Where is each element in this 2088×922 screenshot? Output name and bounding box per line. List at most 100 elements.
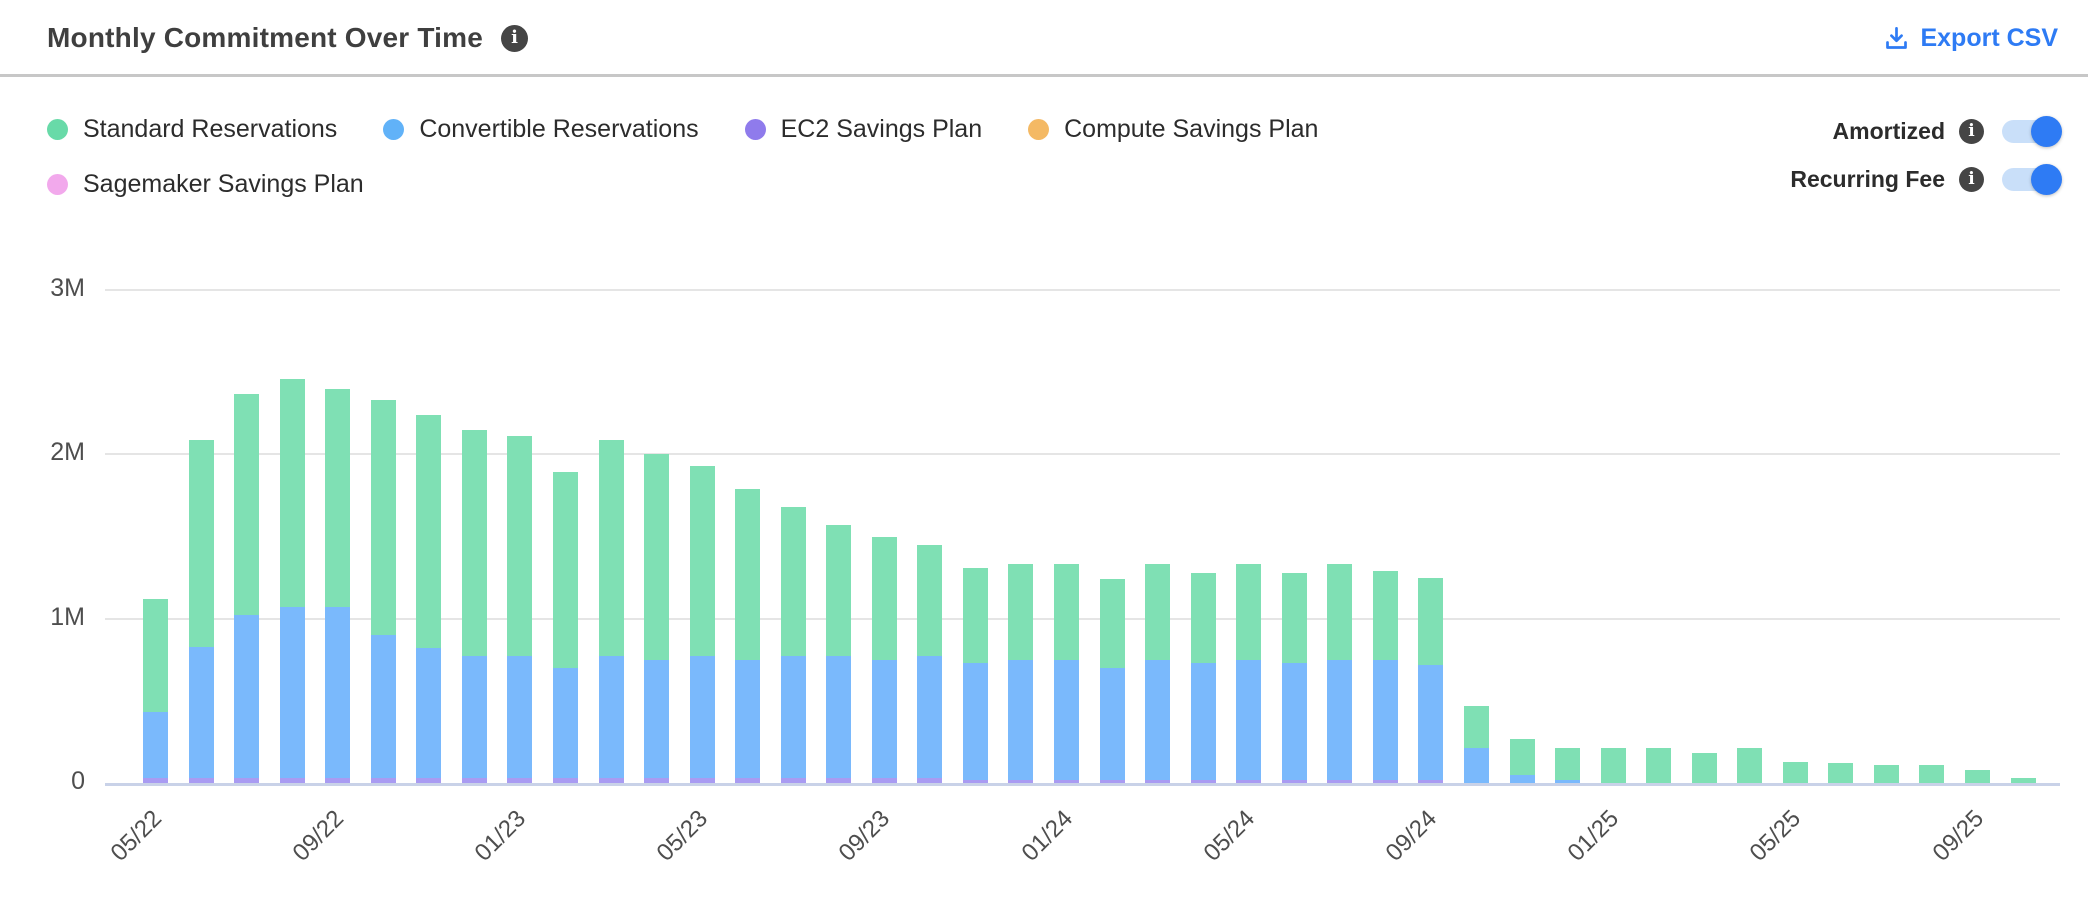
bar-segment-ec2-savings-plan-05-23[interactable] (689, 778, 715, 783)
bar-segment-standard-reservations-08-22[interactable] (279, 378, 305, 608)
bar-segment-standard-reservations-10-23[interactable] (917, 544, 943, 657)
bar-segment-convertible-reservations-08-23[interactable] (826, 656, 852, 779)
bar-segment-convertible-reservations-04-24[interactable] (1190, 663, 1216, 780)
bar-segment-convertible-reservations-01-24[interactable] (1054, 659, 1079, 780)
bar-segment-standard-reservations-05-23[interactable] (689, 465, 715, 657)
bar-segment-standard-reservations-09-23[interactable] (871, 536, 897, 660)
amortized-info-icon[interactable]: i (1959, 118, 1984, 144)
bar-segment-convertible-reservations-07-24[interactable] (1327, 659, 1353, 780)
bar-segment-ec2-savings-plan-05-22[interactable] (143, 778, 168, 783)
bar-segment-ec2-savings-plan-03-23[interactable] (598, 778, 624, 783)
bar-segment-ec2-savings-plan-06-22[interactable] (188, 778, 214, 783)
legend-item-ec2-savings-plan[interactable]: EC2 Savings Plan (744, 115, 982, 144)
bar-segment-convertible-reservations-11-23[interactable] (962, 663, 988, 780)
bar-segment-convertible-reservations-10-24[interactable] (1463, 748, 1489, 783)
bar-segment-convertible-reservations-01-23[interactable] (507, 656, 533, 779)
bar-segment-standard-reservations-06-25[interactable] (1828, 763, 1854, 783)
bar-segment-convertible-reservations-04-23[interactable] (644, 659, 670, 779)
amortized-toggle-switch[interactable] (2002, 115, 2062, 147)
legend-item-compute-savings-plan[interactable]: Compute Savings Plan (1028, 115, 1318, 144)
legend-item-standard-reservations[interactable]: Standard Reservations (47, 115, 337, 144)
bar-segment-standard-reservations-07-25[interactable] (1873, 764, 1899, 783)
bar-segment-convertible-reservations-09-24[interactable] (1418, 664, 1444, 780)
bar-segment-standard-reservations-09-22[interactable] (325, 388, 351, 608)
bar-segment-standard-reservations-12-22[interactable] (461, 429, 487, 657)
bar-segment-convertible-reservations-06-23[interactable] (735, 659, 761, 779)
bar-segment-convertible-reservations-07-23[interactable] (780, 656, 806, 779)
bar-segment-convertible-reservations-06-22[interactable] (188, 646, 214, 779)
bar-segment-standard-reservations-07-23[interactable] (780, 506, 806, 657)
export-csv-button[interactable]: Export CSV (1883, 24, 2058, 53)
bar-segment-standard-reservations-10-24[interactable] (1463, 705, 1489, 749)
bar-segment-convertible-reservations-03-24[interactable] (1145, 659, 1171, 780)
bar-segment-standard-reservations-08-25[interactable] (1919, 764, 1945, 783)
bar-segment-ec2-savings-plan-06-24[interactable] (1281, 779, 1307, 783)
legend-item-sagemaker-savings-plan[interactable]: Sagemaker Savings Plan (47, 170, 364, 199)
bar-segment-standard-reservations-03-25[interactable] (1691, 753, 1717, 783)
bar-segment-ec2-savings-plan-01-24[interactable] (1054, 779, 1079, 783)
legend-item-convertible-reservations[interactable]: Convertible Reservations (383, 115, 699, 144)
bar-segment-standard-reservations-12-23[interactable] (1008, 564, 1034, 660)
bar-segment-ec2-savings-plan-12-22[interactable] (461, 778, 487, 783)
bar-segment-convertible-reservations-12-22[interactable] (461, 656, 487, 779)
bar-segment-convertible-reservations-05-22[interactable] (143, 712, 168, 779)
bar-segment-ec2-savings-plan-09-23[interactable] (871, 778, 897, 783)
bar-segment-ec2-savings-plan-03-24[interactable] (1145, 779, 1171, 783)
bar-segment-standard-reservations-11-23[interactable] (962, 567, 988, 664)
bar-segment-standard-reservations-06-22[interactable] (188, 439, 214, 647)
bar-segment-standard-reservations-09-24[interactable] (1418, 577, 1444, 665)
bar-segment-standard-reservations-07-22[interactable] (234, 393, 260, 616)
bar-segment-standard-reservations-05-25[interactable] (1782, 761, 1808, 783)
bar-segment-ec2-savings-plan-11-23[interactable] (962, 779, 988, 783)
bar-segment-ec2-savings-plan-08-22[interactable] (279, 778, 305, 783)
bar-segment-standard-reservations-03-23[interactable] (598, 439, 624, 657)
bar-segment-ec2-savings-plan-12-23[interactable] (1008, 779, 1034, 783)
bar-segment-standard-reservations-02-23[interactable] (552, 472, 578, 668)
bar-segment-ec2-savings-plan-05-24[interactable] (1236, 779, 1262, 783)
bar-segment-standard-reservations-04-25[interactable] (1737, 748, 1763, 783)
bar-segment-standard-reservations-06-23[interactable] (735, 488, 761, 660)
bar-segment-standard-reservations-01-24[interactable] (1054, 564, 1079, 660)
bar-segment-ec2-savings-plan-10-22[interactable] (370, 778, 396, 783)
bar-segment-convertible-reservations-09-22[interactable] (325, 607, 351, 779)
bar-segment-standard-reservations-07-24[interactable] (1327, 564, 1353, 660)
bar-segment-standard-reservations-11-24[interactable] (1509, 738, 1535, 775)
bar-segment-ec2-savings-plan-08-23[interactable] (826, 778, 852, 783)
bar-segment-ec2-savings-plan-09-22[interactable] (325, 778, 351, 783)
bar-segment-standard-reservations-10-25[interactable] (2010, 778, 2036, 783)
bar-segment-convertible-reservations-10-23[interactable] (917, 656, 943, 779)
recurring-fee-info-icon[interactable]: i (1959, 166, 1984, 192)
bar-segment-standard-reservations-04-23[interactable] (644, 454, 670, 660)
bar-segment-convertible-reservations-06-24[interactable] (1281, 663, 1307, 780)
bar-segment-ec2-savings-plan-06-23[interactable] (735, 778, 761, 783)
bar-segment-convertible-reservations-05-23[interactable] (689, 656, 715, 779)
bar-segment-standard-reservations-09-25[interactable] (1965, 769, 1990, 783)
bar-segment-standard-reservations-02-25[interactable] (1646, 748, 1672, 783)
bar-segment-standard-reservations-08-24[interactable] (1372, 571, 1398, 660)
bar-segment-ec2-savings-plan-07-23[interactable] (780, 778, 806, 783)
bar-segment-standard-reservations-01-23[interactable] (507, 436, 533, 657)
bar-segment-standard-reservations-03-24[interactable] (1145, 564, 1171, 660)
bar-segment-ec2-savings-plan-08-24[interactable] (1372, 779, 1398, 783)
bar-segment-convertible-reservations-08-22[interactable] (279, 607, 305, 779)
bar-segment-convertible-reservations-10-22[interactable] (370, 635, 396, 779)
bar-segment-convertible-reservations-08-24[interactable] (1372, 659, 1398, 780)
bar-segment-standard-reservations-08-23[interactable] (826, 525, 852, 657)
bar-segment-ec2-savings-plan-11-22[interactable] (416, 778, 442, 783)
bar-segment-standard-reservations-12-24[interactable] (1555, 748, 1581, 780)
bar-segment-convertible-reservations-03-23[interactable] (598, 656, 624, 779)
bar-segment-ec2-savings-plan-10-23[interactable] (917, 778, 943, 783)
bar-segment-convertible-reservations-02-24[interactable] (1099, 667, 1125, 780)
bar-segment-standard-reservations-05-22[interactable] (143, 598, 168, 713)
bar-segment-standard-reservations-05-24[interactable] (1236, 564, 1262, 660)
bar-segment-ec2-savings-plan-07-24[interactable] (1327, 779, 1353, 783)
bar-segment-convertible-reservations-09-23[interactable] (871, 659, 897, 779)
bar-segment-convertible-reservations-05-24[interactable] (1236, 659, 1262, 780)
bar-segment-ec2-savings-plan-04-24[interactable] (1190, 779, 1216, 783)
recurring-fee-toggle-switch[interactable] (2002, 163, 2062, 195)
bar-segment-ec2-savings-plan-09-24[interactable] (1418, 779, 1444, 783)
title-info-icon[interactable]: i (501, 24, 529, 52)
bar-segment-convertible-reservations-02-23[interactable] (552, 667, 578, 779)
bar-segment-standard-reservations-04-24[interactable] (1190, 572, 1216, 664)
bar-segment-standard-reservations-10-22[interactable] (370, 400, 396, 636)
